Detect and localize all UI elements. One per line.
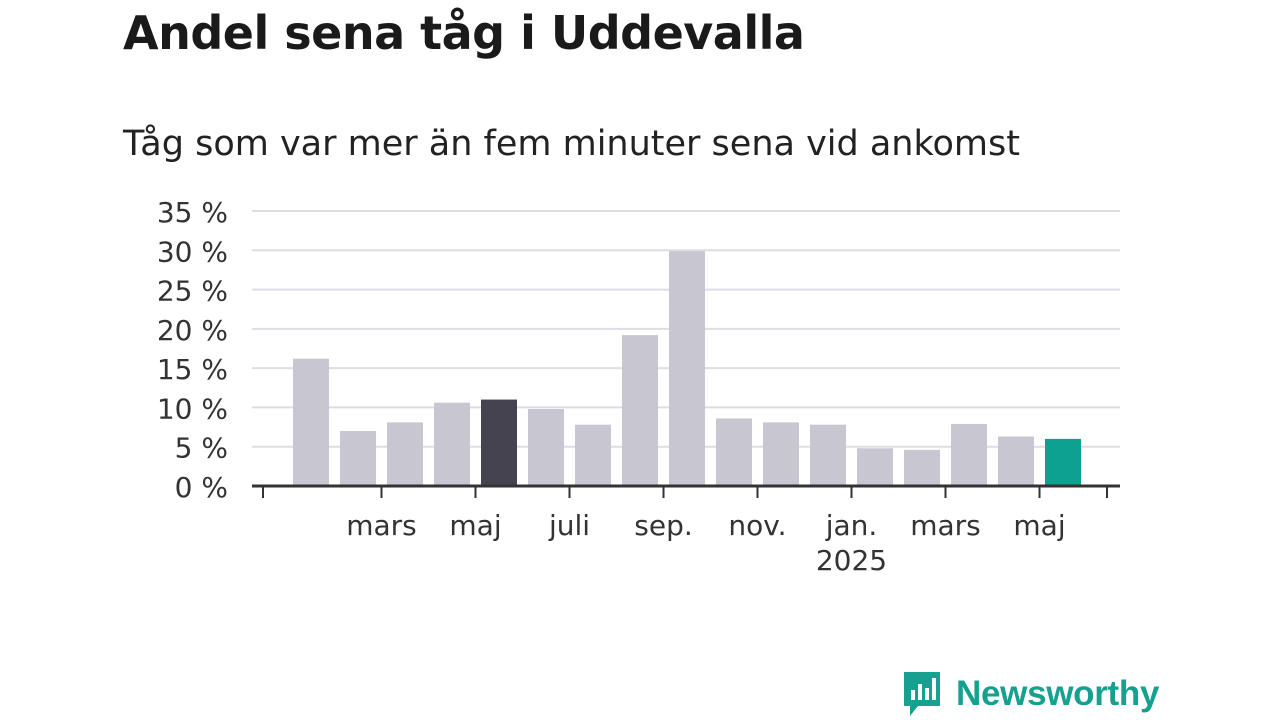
chart-subtitle: Tåg som var mer än fem minuter sena vid … <box>123 124 1020 164</box>
bar <box>293 358 329 486</box>
bar <box>904 449 940 486</box>
bar-chart: 0 %5 %10 %15 %20 %25 %30 %35 % mars maj ju… <box>157 196 1120 577</box>
x-tick-label: maj <box>449 509 501 542</box>
newsworthy-logo: Newsworthy <box>902 670 1159 718</box>
bar-chart-speech-bubble-icon <box>904 672 940 716</box>
y-tick-label: 15 % <box>157 353 228 386</box>
bar <box>763 422 799 486</box>
y-tick-label: 30 % <box>157 235 228 268</box>
bar <box>1045 438 1081 486</box>
bar <box>481 399 517 486</box>
bar <box>622 335 658 486</box>
x-tick-label: nov. <box>728 509 786 542</box>
y-tick-label: 0 % <box>175 471 228 504</box>
bar <box>998 436 1034 486</box>
y-tick-label: 35 % <box>157 196 228 229</box>
y-tick-label: 20 % <box>157 314 228 347</box>
y-tick-label: 10 % <box>157 392 228 425</box>
x-tick-label: juli <box>548 509 590 542</box>
bar <box>810 424 846 486</box>
x-tick-sublabel: 2025 <box>816 544 887 577</box>
bar <box>669 251 705 486</box>
x-tick-label: mars <box>910 509 981 542</box>
bar <box>434 402 470 486</box>
x-tick-label: maj <box>1013 509 1065 542</box>
x-tick-label: jan. <box>825 509 878 542</box>
bar <box>340 431 376 486</box>
bar <box>528 409 564 486</box>
y-tick-label: 25 % <box>157 275 228 308</box>
y-tick-label: 5 % <box>175 432 228 465</box>
y-axis-ticks: 0 % 5 % 10 % 15 % 20 % 25 % 30 % 35 % <box>157 196 228 504</box>
bars <box>293 251 1081 486</box>
x-tick-label: sep. <box>634 509 693 542</box>
bar <box>575 424 611 486</box>
brand-name: Newsworthy <box>956 674 1160 713</box>
chart-title: Andel sena tåg i Uddevalla <box>123 6 805 60</box>
x-tick-label: mars <box>346 509 417 542</box>
bar <box>387 422 423 486</box>
bar <box>716 418 752 486</box>
bar <box>857 448 893 486</box>
bar <box>951 423 987 486</box>
